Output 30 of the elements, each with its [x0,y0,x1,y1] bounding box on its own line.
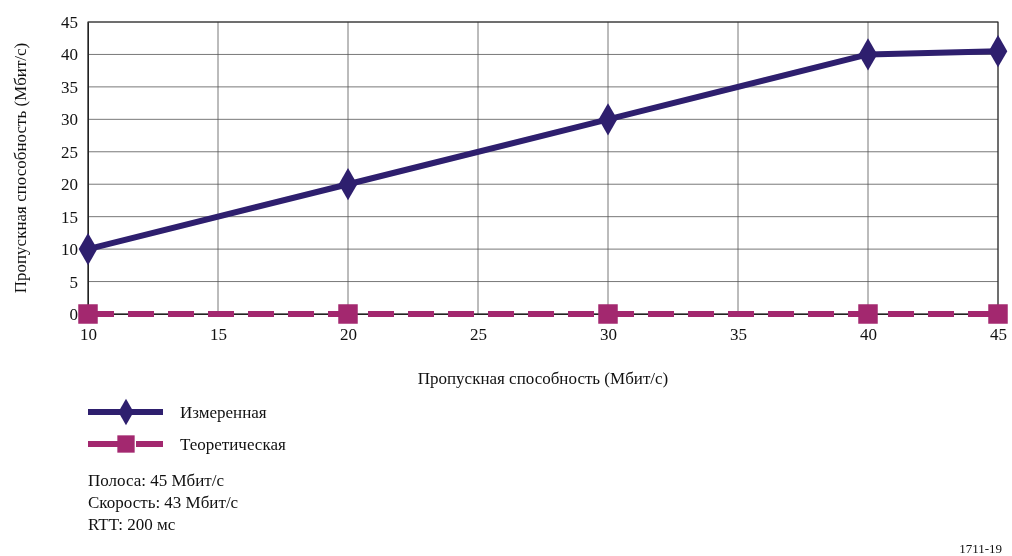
legend-label: Измеренная [180,403,267,422]
x-tick-label: 15 [210,325,227,345]
y-tick-label: 20 [61,175,78,195]
y-tick-label: 25 [61,142,78,162]
y-tick-label: 0 [69,304,78,324]
point [598,304,618,324]
point [78,304,98,324]
y-tick-label: 35 [61,77,78,97]
x-tick-label: 30 [600,325,617,345]
text: Скорость: 43 Мбит/с [88,493,239,512]
y-tick-label: 30 [61,110,78,130]
x-tick-label: 45 [990,325,1007,345]
y-tick-label: 5 [69,272,78,292]
point [338,304,358,324]
y-tick-label: 45 [61,12,78,32]
text: 1711-19 [959,541,1002,556]
x-tick-label: 20 [340,325,357,345]
y-tick-label: 15 [61,207,78,227]
x-tick-label: 40 [860,325,877,345]
x-tick-label: 35 [730,325,747,345]
point [858,304,878,324]
y-tick-label: 10 [61,240,78,260]
y-axis-title: Пропускная способность (Мбит/с) [11,42,30,294]
legend-label: Теоретическая [180,435,286,454]
y-tick-label: 40 [61,45,78,65]
text: Полоса: 45 Мбит/с [88,471,225,490]
text: RTT: 200 мс [88,515,176,534]
point [988,304,1008,324]
x-tick-label: 25 [470,325,487,345]
x-axis-title: Пропускная способность (Мбит/с) [417,369,669,388]
